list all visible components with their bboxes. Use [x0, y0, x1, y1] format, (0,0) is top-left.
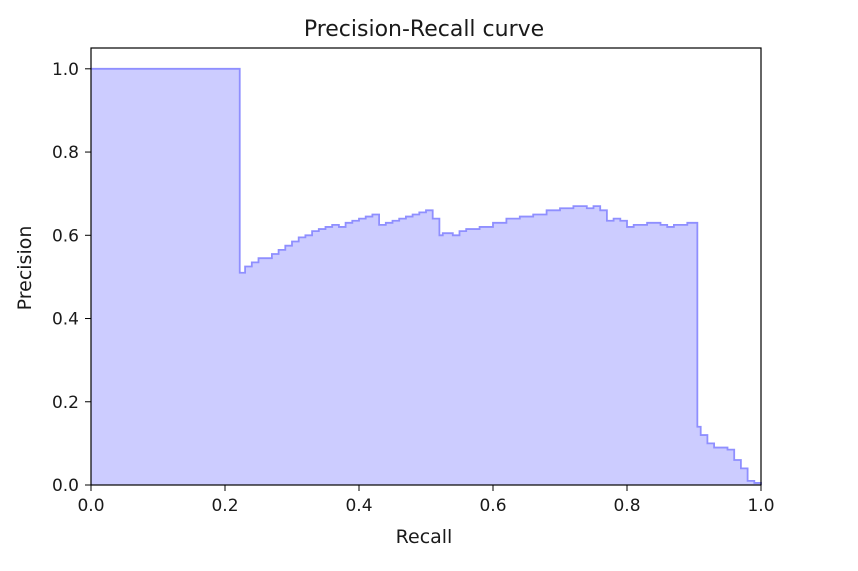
y-tick-label: 1.0: [52, 60, 79, 80]
x-tick-label: 0.0: [77, 496, 104, 516]
x-tick-label: 0.6: [479, 496, 506, 516]
x-tick-label: 0.2: [211, 496, 238, 516]
y-tick-label: 0.2: [52, 393, 79, 413]
plot-area: [91, 67, 762, 485]
y-tick-label: 0.4: [52, 310, 79, 330]
plot-frame: [90, 47, 762, 486]
y-axis-label: Precision: [14, 226, 36, 311]
pr-step-line: [91, 67, 762, 485]
y-tick-label: 0.0: [52, 476, 79, 496]
pr-area-fill: [91, 68, 761, 485]
x-tick-label: 0.8: [613, 496, 640, 516]
y-tick-label: 0.8: [52, 143, 79, 163]
chart-title: Precision-Recall curve: [304, 17, 544, 42]
y-tick-label: 0.6: [52, 226, 79, 246]
x-tick-label: 0.4: [345, 496, 372, 516]
x-tick-label: 1.0: [747, 496, 774, 516]
axis-ticks: 0.0 0.2 0.4 0.6 0.8 1.0 0.0 0.2 0.4 0.6 0.8 1.0: [52, 60, 775, 516]
x-axis-label: Recall: [396, 526, 453, 548]
